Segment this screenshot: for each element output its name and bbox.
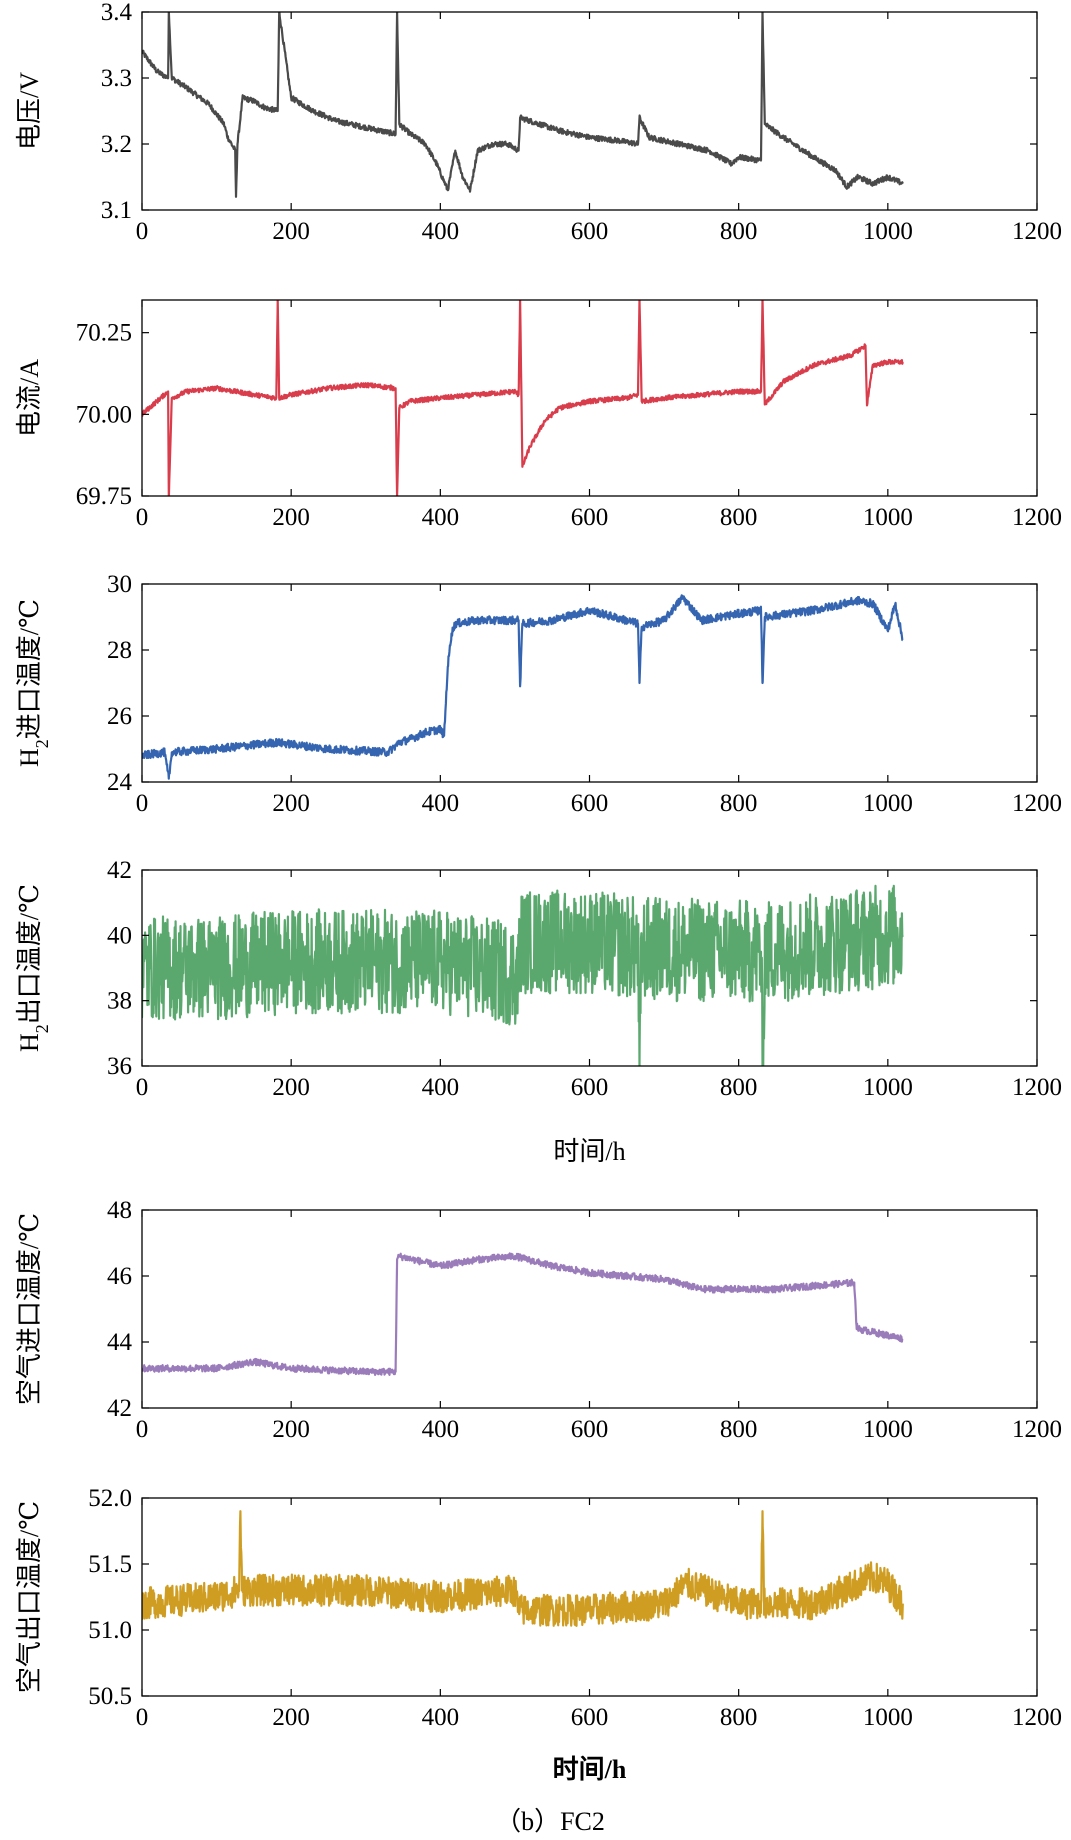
air-inlet-temp-xtick-label: 600 <box>571 1416 609 1443</box>
h2-inlet-temp-ytick-label: 26 <box>107 703 132 730</box>
air-inlet-temp-plot-frame <box>141 1209 1038 1409</box>
current-xtick-label: 200 <box>272 504 310 531</box>
air-inlet-temp-series-line <box>142 1252 904 1376</box>
h2-outlet-temp-ytick-label: 38 <box>107 988 132 1015</box>
h2-outlet-temp-ytick-label: 40 <box>107 922 132 949</box>
air-outlet-temp-panel: 0 200 400 600 800 1000 1200 50.5 51.0 51.5 52.0 空气出… <box>15 1485 1062 1731</box>
current-panel: 0 200 400 600 800 1000 1200 69.75 70.00 70.25 电流/A <box>15 299 1062 531</box>
h2-inlet-temp-xtick-label: 400 <box>422 790 460 817</box>
current-xtick-label: 400 <box>422 504 460 531</box>
air-inlet-temp-ytick-label: 48 <box>107 1197 132 1224</box>
h2-inlet-temp-ytick-label: 24 <box>107 769 133 796</box>
air-inlet-temp-ylabel: 空气进口温度/℃ <box>15 1213 44 1405</box>
h2-inlet-temp-ytick-label: 30 <box>107 571 132 598</box>
air-outlet-temp-xtick-label: 1000 <box>863 1704 913 1731</box>
h2-outlet-temp-xtick-label: 800 <box>720 1074 758 1101</box>
h2-inlet-temp-xtick-label: 800 <box>720 790 758 817</box>
air-outlet-temp-xtick-label: 600 <box>571 1704 609 1731</box>
h2-outlet-temp-ylabel: H2出口温度/℃ <box>15 884 52 1052</box>
voltage-xtick-label: 800 <box>720 218 758 245</box>
air-inlet-temp-ytick-label: 42 <box>107 1395 132 1422</box>
air-outlet-temp-ylabel: 空气出口温度/℃ <box>15 1501 44 1693</box>
current-xtick-label: 800 <box>720 504 758 531</box>
air-outlet-temp-ytick-label: 50.5 <box>88 1683 132 1710</box>
air-outlet-temp-xtick-label: 0 <box>136 1704 149 1731</box>
air-outlet-temp-ytick-label: 52.0 <box>88 1485 132 1512</box>
h2-outlet-temp-xtick-label: 1200 <box>1012 1074 1062 1101</box>
current-series-line <box>142 300 904 496</box>
air-inlet-temp-ytick-label: 46 <box>107 1263 132 1290</box>
air-inlet-temp-xtick-label: 400 <box>422 1416 460 1443</box>
h2-outlet-temp-xtick-label: 200 <box>272 1074 310 1101</box>
h2-outlet-temp-series-line <box>142 884 904 1066</box>
h2-inlet-temp-ytick-label: 28 <box>107 637 132 664</box>
air-inlet-temp-panel: 0 200 400 600 800 1000 1200 42 44 46 48 空气进口温度/℃ <box>15 1197 1062 1443</box>
current-ytick-label: 69.75 <box>76 483 132 510</box>
air-outlet-temp-xtick-label: 400 <box>422 1704 460 1731</box>
voltage-xtick-label: 1200 <box>1012 218 1062 245</box>
voltage-xtick-label: 1000 <box>863 218 913 245</box>
air-inlet-temp-xtick-label: 1200 <box>1012 1416 1062 1443</box>
current-ytick-label: 70.00 <box>76 401 132 428</box>
voltage-xtick-label: 0 <box>136 218 149 245</box>
h2-outlet-temp-xtick-label: 1000 <box>863 1074 913 1101</box>
h2-inlet-temp-panel: 0 200 400 600 800 1000 1200 24 26 28 30 H2进口温度/℃ <box>15 571 1062 817</box>
voltage-ylabel: 电压/V <box>15 72 44 150</box>
voltage-xtick-label: 400 <box>422 218 460 245</box>
air-inlet-temp-xtick-label: 200 <box>272 1416 310 1443</box>
h2-inlet-temp-ylabel: H2进口温度/℃ <box>15 599 52 767</box>
h2-outlet-temp-ytick-label: 36 <box>107 1053 132 1080</box>
voltage-panel: 0 200 400 600 800 1000 1200 3.1 3.2 3.3 3.4 电压/V <box>15 0 1062 245</box>
air-outlet-temp-xtick-label: 1200 <box>1012 1704 1062 1731</box>
current-xtick-label: 1000 <box>863 504 913 531</box>
air-outlet-temp-ytick-label: 51.5 <box>88 1551 132 1578</box>
current-ytick-label: 70.25 <box>76 320 132 347</box>
air-outlet-temp-xtick-label: 800 <box>720 1704 758 1731</box>
air-outlet-temp-series-line <box>142 1510 904 1627</box>
figure-caption: （b）FC2 <box>495 1807 605 1836</box>
h2-outlet-temp-xtick-label: 0 <box>136 1074 149 1101</box>
current-xtick-label: 0 <box>136 504 149 531</box>
h2-inlet-temp-series-line <box>142 594 904 780</box>
h2-inlet-temp-xtick-label: 0 <box>136 790 149 817</box>
air-inlet-temp-ytick-label: 44 <box>107 1329 133 1356</box>
voltage-ytick-label: 3.4 <box>101 0 133 26</box>
voltage-ytick-label: 3.3 <box>101 65 132 92</box>
h2-outlet-temp-ytick-label: 42 <box>107 857 132 884</box>
voltage-ytick-label: 3.2 <box>101 131 132 158</box>
voltage-xtick-label: 600 <box>571 218 609 245</box>
air-outlet-temp-xtick-label: 200 <box>272 1704 310 1731</box>
x-axis-label-lower: 时间/h <box>553 1755 627 1784</box>
current-xtick-label: 600 <box>571 504 609 531</box>
current-ylabel: 电流/A <box>15 359 44 437</box>
h2-outlet-temp-panel: 0 200 400 600 800 1000 1200 36 38 40 42 H2出口温度/℃ <box>15 857 1062 1101</box>
voltage-series-line <box>142 12 904 198</box>
h2-inlet-temp-xtick-label: 1000 <box>863 790 913 817</box>
h2-inlet-temp-xtick-label: 1200 <box>1012 790 1062 817</box>
h2-outlet-temp-xtick-label: 400 <box>422 1074 460 1101</box>
h2-inlet-temp-xtick-label: 200 <box>272 790 310 817</box>
voltage-xtick-label: 200 <box>272 218 310 245</box>
air-inlet-temp-xtick-label: 0 <box>136 1416 149 1443</box>
current-xtick-label: 1200 <box>1012 504 1062 531</box>
air-inlet-temp-xtick-label: 1000 <box>863 1416 913 1443</box>
air-outlet-temp-ytick-label: 51.0 <box>88 1617 132 1644</box>
h2-outlet-temp-xtick-label: 600 <box>571 1074 609 1101</box>
air-inlet-temp-xtick-label: 800 <box>720 1416 758 1443</box>
voltage-ytick-label: 3.1 <box>101 197 132 224</box>
h2-inlet-temp-xtick-label: 600 <box>571 790 609 817</box>
x-axis-label-upper: 时间/h <box>553 1137 625 1166</box>
